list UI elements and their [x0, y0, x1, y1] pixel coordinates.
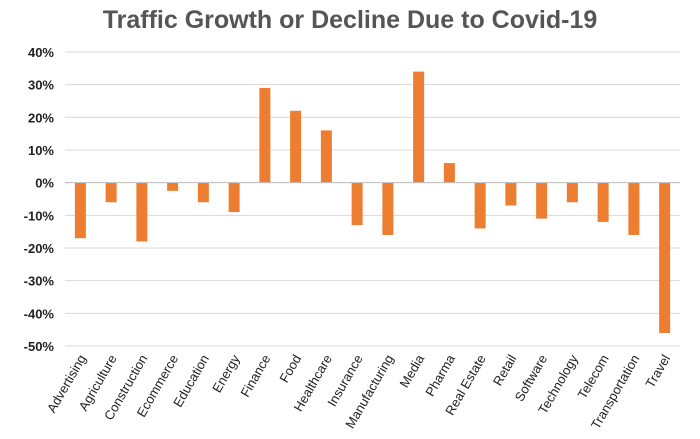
y-tick-label: -20% — [24, 241, 55, 256]
bar — [474, 182, 486, 229]
bar — [443, 163, 455, 183]
bar — [290, 110, 302, 183]
bar — [597, 182, 609, 222]
bar — [628, 182, 640, 235]
bar — [320, 130, 332, 183]
bar — [505, 182, 517, 206]
x-tick-label: Media — [397, 351, 428, 390]
y-tick-label: 30% — [28, 78, 54, 93]
bar — [659, 182, 671, 333]
bar — [167, 182, 179, 191]
gridlines — [65, 51, 680, 347]
bar — [197, 182, 209, 203]
x-tick-label: Finance — [237, 352, 273, 400]
bar — [74, 182, 86, 239]
bars — [74, 71, 671, 333]
bar — [351, 182, 363, 226]
bar — [259, 87, 271, 183]
y-axis-tick-labels: 40% 30% 20% 10% 0% -10% -20% -30% -40% -50% — [24, 45, 55, 354]
y-tick-label: -40% — [24, 306, 55, 321]
bar — [413, 71, 425, 183]
chart-title: Traffic Growth or Decline Due to Covid-1… — [102, 6, 598, 34]
bar — [228, 182, 240, 213]
bar — [105, 182, 117, 203]
x-tick-label: Food — [276, 352, 304, 385]
y-tick-label: -50% — [24, 339, 55, 354]
y-tick-label: 20% — [28, 110, 54, 125]
bar — [136, 182, 148, 242]
x-tick-label: Energy — [209, 352, 243, 396]
y-tick-label: -10% — [24, 208, 55, 223]
x-tick-label: Travel — [642, 352, 673, 390]
bar — [536, 182, 548, 219]
y-tick-label: 10% — [28, 143, 54, 158]
y-tick-label: -30% — [24, 274, 55, 289]
bar — [566, 182, 578, 203]
x-axis-tick-labels: AdvertisingAgricultureConstructionEcomme… — [44, 351, 673, 431]
x-tick-label: Retail — [490, 352, 520, 388]
bar — [382, 182, 394, 235]
y-tick-label: 0% — [35, 176, 54, 191]
y-tick-label: 40% — [28, 45, 54, 60]
